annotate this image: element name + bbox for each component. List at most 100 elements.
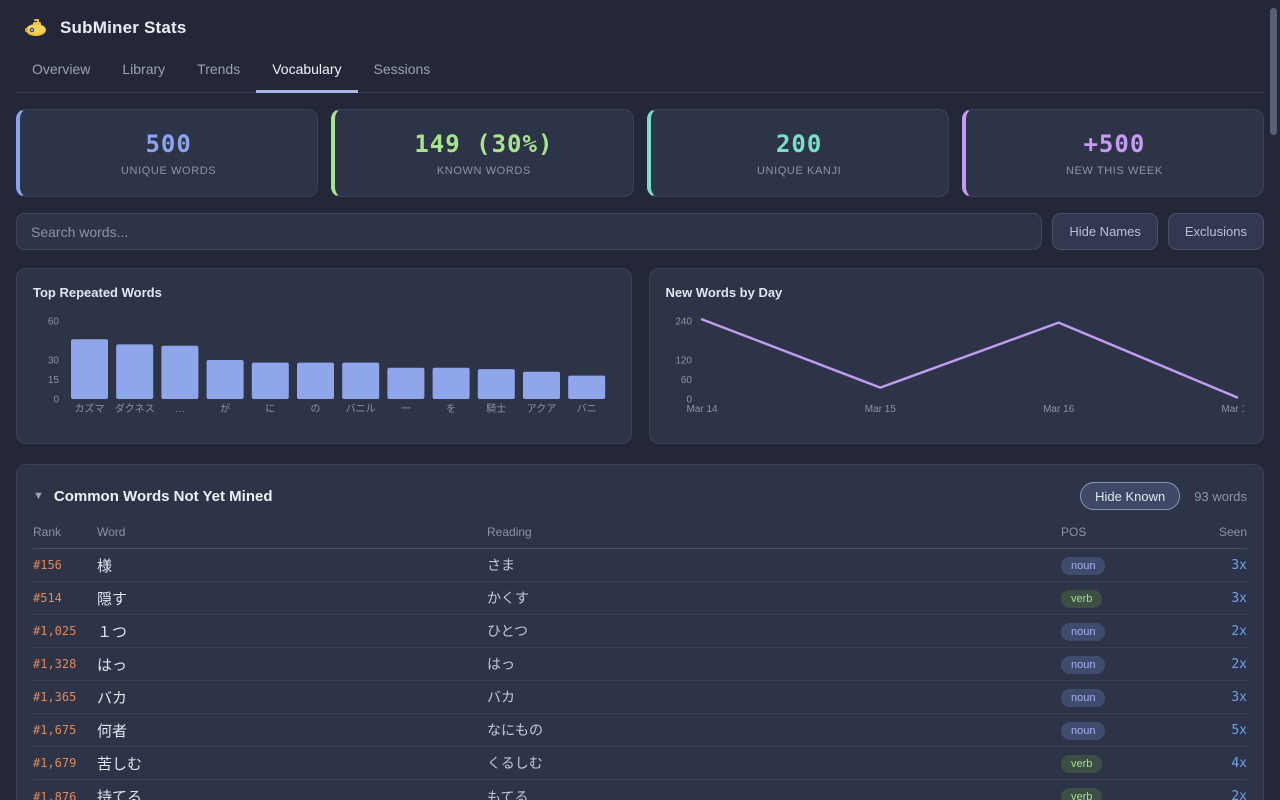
bar-chart-card: Top Repeated Words 60 30 15 0 カズマ ダクネス … が に の バニル…	[16, 268, 632, 444]
cell-word: 苦しむ	[97, 755, 143, 773]
col-word: Word	[97, 524, 126, 539]
col-reading: Reading	[487, 524, 532, 539]
tab-sessions[interactable]: Sessions	[373, 61, 431, 77]
bar-chart: 60 30 15 0 カズマ ダクネス … が に の バニル 一 を 騎士 アクア バニ	[48, 317, 606, 415]
col-rank: Rank	[33, 524, 62, 539]
search-input[interactable]	[16, 213, 1043, 250]
svg-text:Mar 15: Mar 15	[864, 404, 896, 415]
bar-の[interactable]	[297, 362, 334, 399]
cell-word: バカ	[97, 689, 128, 707]
svg-text:バニル: バニル	[346, 403, 376, 415]
stats-row: 500 UNIQUE WORDS 149 (30%) KNOWN WORDS 200 UN…	[16, 109, 1264, 197]
stat-value: +500	[1083, 129, 1146, 158]
stat-value: 500	[145, 129, 192, 158]
pos-badge: verb	[1061, 589, 1103, 608]
stat-value: 149 (30%)	[414, 129, 554, 158]
line-chart-card: New Words by Day 240 120 60 0 Mar 14 Mar 15 Ma…	[648, 268, 1264, 444]
word-count: 93 words	[1194, 488, 1247, 504]
hide-known-button[interactable]: Hide Known	[1080, 482, 1181, 510]
cell-rank: #1,328	[33, 657, 77, 671]
cell-reading: もてる	[487, 788, 529, 800]
tab-trends[interactable]: Trends	[197, 61, 241, 77]
svg-text:…: …	[175, 404, 185, 415]
bar-カズマ[interactable]	[71, 339, 108, 399]
cell-rank: #1,365	[33, 690, 77, 704]
svg-text:0: 0	[686, 395, 692, 406]
bar-chart-title: Top Repeated Words	[33, 285, 162, 300]
svg-text:240: 240	[675, 317, 692, 328]
svg-text:60: 60	[680, 375, 692, 386]
tab-library[interactable]: Library	[122, 61, 166, 77]
bar-バニル[interactable]	[342, 362, 380, 399]
line-chart-title: New Words by Day	[665, 285, 783, 300]
hide-names-button[interactable]: Hide Names	[1052, 213, 1158, 250]
svg-text:Mar 16: Mar 16	[1043, 404, 1075, 415]
cell-reading: バカ	[487, 689, 515, 705]
svg-text:60: 60	[48, 317, 60, 328]
cell-pos: noun	[1061, 721, 1181, 740]
collapse-icon[interactable]: ▼	[33, 490, 44, 502]
scrollbar	[1266, 0, 1280, 800]
stat-card-unique-kanji: 200 UNIQUE KANJI	[646, 109, 949, 197]
bar-騎士[interactable]	[477, 369, 515, 399]
bar-に[interactable]	[251, 362, 289, 399]
cell-pos: verb	[1061, 589, 1181, 608]
pos-badge: verb	[1061, 788, 1103, 800]
cell-seen: 3x	[1231, 557, 1247, 573]
bar-バニ[interactable]	[568, 375, 606, 399]
tab-vocabulary[interactable]: Vocabulary	[256, 50, 358, 93]
cell-reading: さま	[487, 557, 515, 573]
app-header: SubMiner Stats	[0, 0, 1280, 42]
cell-pos: verb	[1061, 787, 1181, 800]
common-words-card: ▼ Common Words Not Yet Mined Hide Known …	[16, 464, 1264, 800]
table-row: #156 様 さま noun 3x	[33, 549, 1247, 582]
bar-ダクネス[interactable]	[116, 344, 154, 399]
table-row: #1,365 バカ バカ noun 3x	[33, 681, 1247, 714]
bar-アクア[interactable]	[523, 371, 560, 399]
pos-badge: noun	[1061, 721, 1106, 740]
svg-text:に: に	[265, 403, 275, 415]
common-words-title: Common Words Not Yet Mined	[53, 487, 273, 505]
cell-seen: 2x	[1231, 789, 1247, 800]
svg-text:120: 120	[675, 356, 692, 367]
cell-seen: 3x	[1231, 590, 1247, 606]
svg-text:0: 0	[53, 395, 59, 406]
common-words-header: ▼ Common Words Not Yet Mined Hide Known …	[33, 477, 1247, 515]
stat-card-unique-words: 500 UNIQUE WORDS	[16, 109, 319, 197]
cell-word: １つ	[97, 623, 128, 641]
stat-label: NEW THIS WEEK	[1065, 164, 1163, 177]
scrollbar-thumb[interactable]	[1270, 8, 1277, 135]
bar-を[interactable]	[432, 367, 470, 399]
table-column-headers: Rank Word Reading POS Seen	[33, 515, 1247, 549]
col-pos: POS	[1061, 524, 1087, 539]
toolbar: Hide Names Exclusions	[16, 213, 1264, 250]
svg-text:騎士: 騎士	[486, 402, 506, 415]
col-seen: Seen	[1218, 524, 1247, 539]
brand: SubMiner Stats	[24, 14, 1264, 42]
pos-badge: noun	[1061, 622, 1106, 641]
cell-pos: noun	[1061, 688, 1181, 707]
cell-rank: #1,675	[33, 723, 77, 737]
svg-text:の: の	[311, 404, 321, 415]
bar-が[interactable]	[206, 360, 244, 399]
cell-pos: verb	[1061, 754, 1181, 773]
svg-text:バニ: バニ	[577, 403, 597, 415]
cell-rank: #156	[33, 558, 62, 572]
table-row: #1,025 １つ ひとつ noun 2x	[33, 615, 1247, 648]
svg-text:Mar 14: Mar 14	[686, 404, 718, 415]
cell-seen: 2x	[1231, 656, 1247, 672]
cell-rank: #1,025	[33, 624, 77, 638]
cell-pos: noun	[1061, 622, 1181, 641]
exclusions-button[interactable]: Exclusions	[1167, 213, 1264, 250]
bar-一[interactable]	[387, 367, 425, 399]
stat-card-new-this-week: +500 NEW THIS WEEK	[961, 109, 1264, 197]
cell-reading: ひとつ	[487, 623, 529, 639]
tab-overview[interactable]: Overview	[32, 61, 91, 77]
bar-…[interactable]	[161, 345, 199, 399]
cell-rank: #1,679	[33, 756, 77, 770]
table-row: #1,675 何者 なにもの noun 5x	[33, 714, 1247, 747]
svg-text:が: が	[220, 402, 230, 415]
table-row: #514 隠す かくす verb 3x	[33, 582, 1247, 615]
pos-badge: noun	[1061, 688, 1106, 707]
